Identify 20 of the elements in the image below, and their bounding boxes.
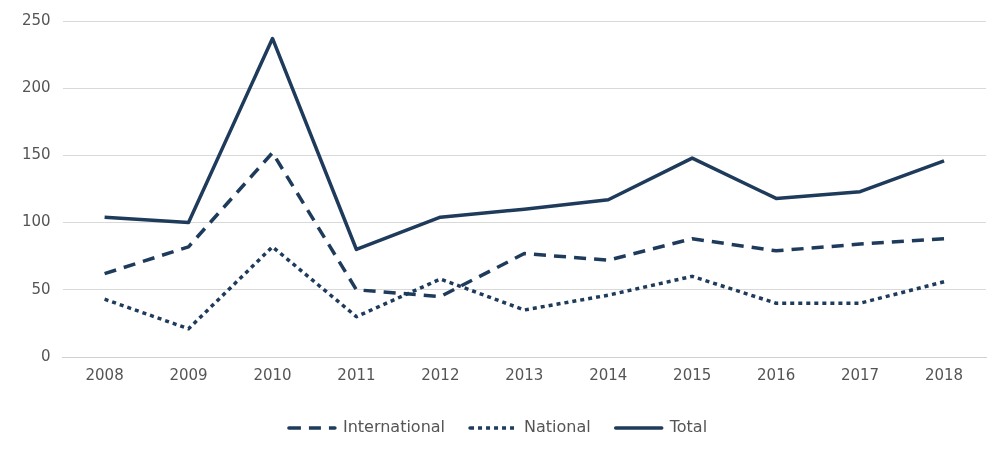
x-tick-label: 2009 xyxy=(169,365,208,384)
x-tick-label: 2014 xyxy=(589,365,628,384)
y-tick-label: 0 xyxy=(41,346,51,365)
y-tick-label: 150 xyxy=(21,145,51,164)
legend-label: International xyxy=(342,417,446,437)
x-tick-label: 2015 xyxy=(673,365,712,384)
legend-label: National xyxy=(524,417,591,437)
y-tick-label: 200 xyxy=(21,78,51,97)
x-tick-label: 2011 xyxy=(337,365,376,384)
x-tick-label: 2010 xyxy=(253,365,292,384)
x-tick-label: 2008 xyxy=(85,365,124,384)
y-tick-label: 250 xyxy=(21,10,51,29)
x-tick-label: 2018 xyxy=(924,365,964,384)
legend-label: Total xyxy=(668,417,708,437)
y-tick-label: 100 xyxy=(21,212,51,231)
x-tick-label: 2016 xyxy=(757,365,796,384)
x-tick-label: 2017 xyxy=(840,365,880,384)
x-tick-label: 2013 xyxy=(505,365,544,384)
x-tick-label: 2012 xyxy=(421,365,460,384)
y-tick-label: 50 xyxy=(31,279,51,298)
